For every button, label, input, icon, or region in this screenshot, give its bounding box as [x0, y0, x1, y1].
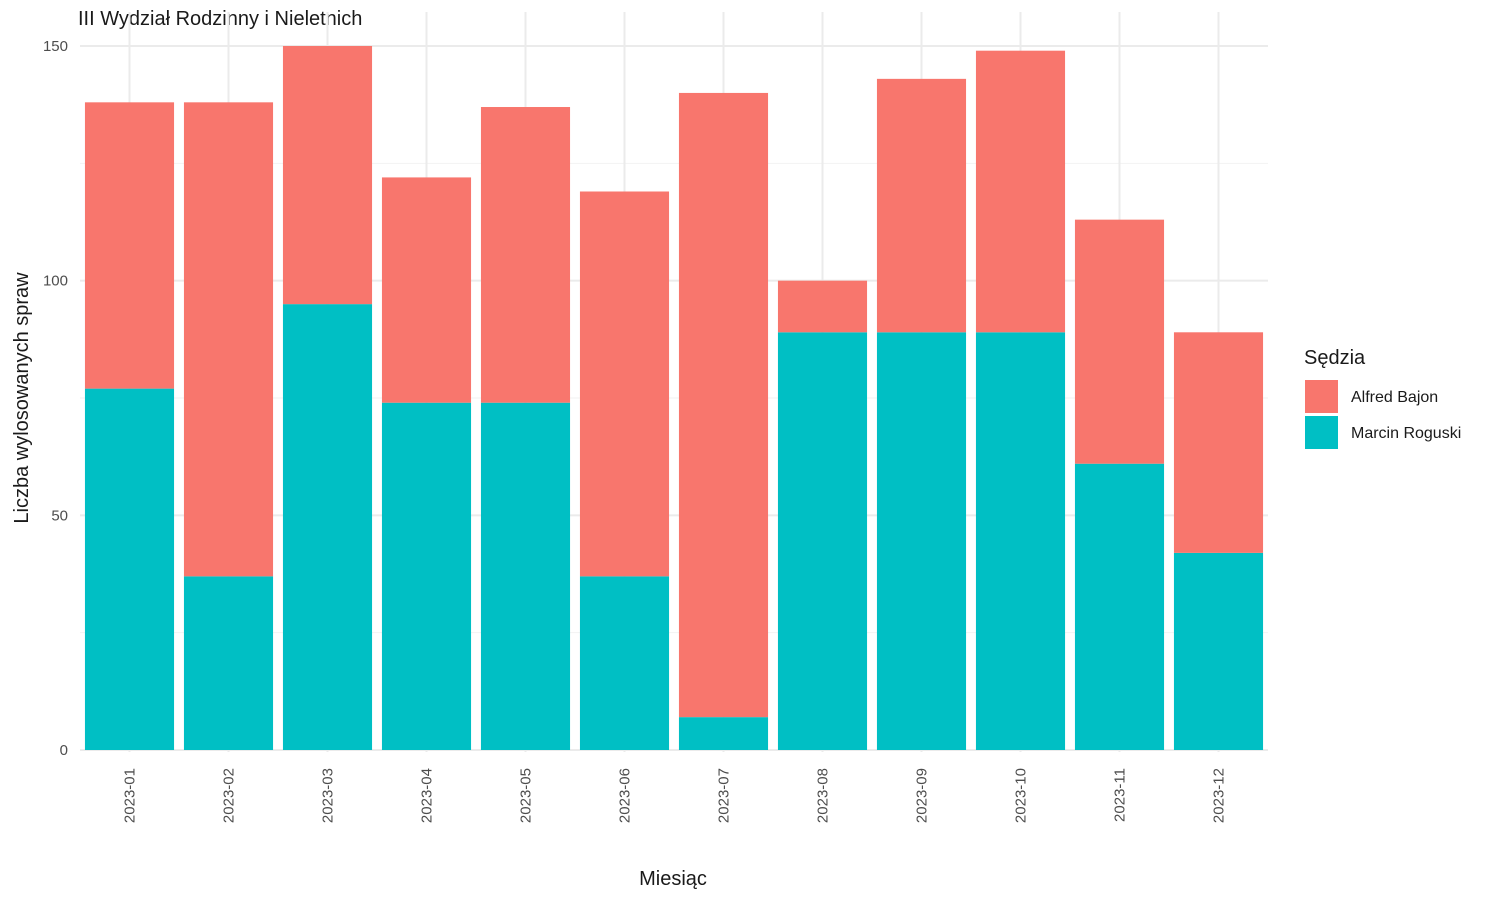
- legend-swatch: [1305, 416, 1338, 449]
- legend: Sędzia Alfred Bajon Marcin Roguski: [1304, 347, 1461, 449]
- x-tick-label: 2023-07: [716, 768, 733, 823]
- axis-layer: 0 50 100 150 2023-01 2023-02 2023-03 2023-04 202…: [43, 38, 1228, 823]
- x-tick-label: 2023-02: [221, 768, 238, 823]
- x-tick-label: 2023-10: [1013, 768, 1030, 823]
- bar-segment: [84, 388, 175, 750]
- bar-segment: [1074, 219, 1165, 464]
- bar-segment: [678, 717, 769, 750]
- y-axis-title: Liczba wylosowanych spraw: [11, 272, 33, 524]
- bar-segment: [1173, 332, 1264, 553]
- bar-segment: [282, 304, 373, 750]
- bar-segment: [84, 102, 175, 389]
- bar-segment: [480, 107, 571, 403]
- bar-segment: [876, 78, 967, 333]
- x-tick-label: 2023-06: [617, 768, 634, 823]
- bar-segment: [1074, 463, 1165, 750]
- x-tick-label: 2023-08: [815, 768, 832, 823]
- legend-label: Alfred Bajon: [1351, 389, 1438, 406]
- x-tick-label: 2023-01: [122, 768, 139, 823]
- bar-segment: [975, 332, 1066, 750]
- legend-title: Sędzia: [1304, 347, 1366, 369]
- bar-segment: [183, 576, 274, 750]
- legend-swatch: [1305, 380, 1338, 413]
- bar-segment: [876, 332, 967, 750]
- bar-segment: [381, 177, 472, 403]
- bar-segment: [777, 280, 868, 333]
- bar-segment: [777, 332, 868, 750]
- y-tick-label: 0: [60, 742, 68, 759]
- chart-title: III Wydział Rodzinny i Nieletnich: [78, 8, 363, 30]
- bar-segment: [282, 46, 373, 305]
- bar-segment: [975, 50, 1066, 333]
- y-tick-label: 100: [43, 273, 68, 290]
- x-tick-label: 2023-05: [518, 768, 535, 823]
- x-axis-title: Miesiąc: [639, 868, 707, 890]
- bar-segment: [1173, 552, 1264, 750]
- y-tick-label: 150: [43, 38, 68, 55]
- bar-segment: [678, 92, 769, 718]
- bar-segment: [480, 402, 571, 750]
- bar-segment: [579, 576, 670, 750]
- x-tick-label: 2023-09: [914, 768, 931, 823]
- x-tick-label: 2023-03: [320, 768, 337, 823]
- x-tick-label: 2023-04: [419, 768, 436, 823]
- bars-layer: [84, 46, 1264, 750]
- y-tick-label: 50: [51, 507, 68, 524]
- bar-segment: [381, 402, 472, 750]
- x-tick-label: 2023-11: [1112, 768, 1129, 822]
- bar-segment: [183, 102, 274, 577]
- bar-segment: [579, 191, 670, 577]
- legend-label: Marcin Roguski: [1351, 425, 1461, 442]
- x-tick-label: 2023-12: [1211, 768, 1228, 823]
